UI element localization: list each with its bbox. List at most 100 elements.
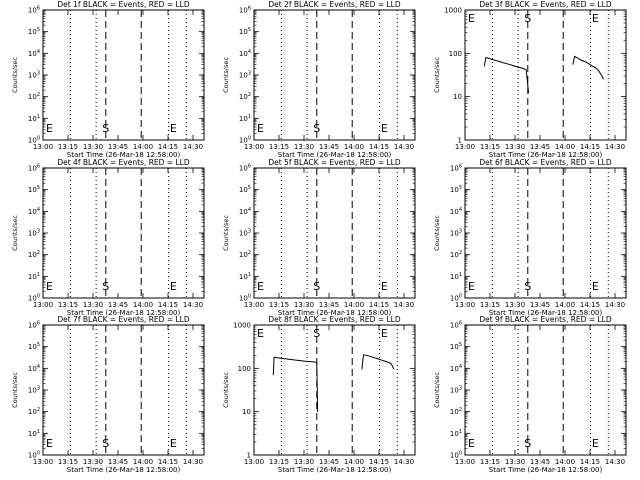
y-tick-label: 101	[28, 114, 40, 123]
x-tick-label: 14:15	[158, 301, 178, 309]
y-tick-exponent: 3	[459, 386, 462, 392]
x-tick-label: 13:00	[455, 458, 475, 466]
y-tick-label: 105	[28, 342, 40, 351]
end-marker-label: E	[381, 280, 388, 293]
detector-panel-9: Det 9f BLACK = Events, RED = LLD10010110…	[433, 315, 627, 474]
y-axis-label: Counts/sec	[222, 57, 230, 93]
y-tick-exponent: 4	[248, 207, 251, 213]
end-marker-label: E	[592, 12, 599, 25]
x-tick-label: 14:30	[605, 301, 625, 309]
left-edge-marker-label: E	[468, 12, 475, 25]
x-tick-label: 13:00	[244, 458, 264, 466]
y-tick-label: 100	[238, 365, 251, 373]
left-edge-marker-label: E	[46, 280, 53, 293]
x-axis-label: Start Time (26-Mar-18 12:58:00)	[67, 309, 181, 317]
x-tick-label: 13:45	[108, 301, 128, 309]
end-marker-label: E	[170, 280, 177, 293]
plot-frame	[42, 9, 205, 141]
detector-panel-6: Det 6f BLACK = Events, RED = LLD10010110…	[433, 158, 627, 317]
x-tick-label: 14:00	[133, 301, 153, 309]
y-tick-label: 102	[239, 250, 251, 259]
y-tick-label: 105	[450, 185, 462, 194]
y-tick-exponent: 3	[37, 229, 40, 235]
x-tick-label: 13:30	[83, 458, 103, 466]
y-axis-label: Counts/sec	[433, 372, 441, 408]
y-tick-exponent: 4	[37, 49, 40, 55]
y-tick-label: 106	[28, 321, 40, 330]
panel-title: Det 3f BLACK = Events, RED = LLD	[479, 0, 612, 9]
x-tick-label: 13:30	[294, 143, 314, 151]
x-tick-label: 14:00	[344, 458, 364, 466]
x-tick-label: 13:45	[319, 143, 339, 151]
y-tick-exponent: 2	[37, 92, 40, 98]
y-axis-label: Counts/sec	[222, 372, 230, 408]
y-tick-exponent: 1	[459, 429, 462, 435]
start-marker-label: S	[524, 12, 531, 25]
x-tick-label: 14:30	[605, 143, 625, 151]
x-tick-label: 13:15	[58, 143, 78, 151]
y-tick-exponent: 1	[37, 272, 40, 278]
x-tick-label: 13:15	[269, 143, 289, 151]
y-tick-label: 10	[453, 93, 462, 101]
x-axis-label: Start Time (26-Mar-18 12:58:00)	[489, 151, 603, 159]
plot-frame	[464, 167, 627, 299]
event-rate-line	[483, 56, 530, 94]
y-tick-exponent: 2	[248, 250, 251, 256]
y-tick-label: 103	[450, 386, 462, 395]
x-tick-label: 13:45	[319, 301, 339, 309]
y-tick-exponent: 2	[459, 407, 462, 413]
x-tick-label: 13:30	[505, 143, 525, 151]
panel-title: Det 9f BLACK = Events, RED = LLD	[479, 315, 612, 324]
x-tick-label: 13:15	[269, 301, 289, 309]
start-marker-label: S	[102, 122, 109, 135]
y-tick-label: 104	[450, 207, 462, 216]
x-tick-label: 14:15	[158, 458, 178, 466]
x-axis-label: Start Time (26-Mar-18 12:58:00)	[489, 466, 603, 474]
plot-frame	[464, 324, 627, 456]
y-tick-exponent: 6	[37, 6, 40, 12]
x-tick-label: 14:30	[605, 458, 625, 466]
y-tick-exponent: 3	[37, 386, 40, 392]
detector-panel-4: Det 4f BLACK = Events, RED = LLD10010110…	[11, 158, 205, 317]
y-tick-exponent: 4	[459, 364, 462, 370]
y-tick-exponent: 3	[248, 229, 251, 235]
x-tick-label: 14:15	[580, 301, 600, 309]
x-axis-label: Start Time (26-Mar-18 12:58:00)	[489, 309, 603, 317]
x-tick-label: 13:15	[480, 458, 500, 466]
y-tick-label: 102	[28, 92, 40, 101]
start-marker-label: S	[102, 437, 109, 450]
y-tick-exponent: 0	[37, 136, 40, 142]
end-marker-label: E	[381, 122, 388, 135]
end-marker-label: E	[381, 327, 388, 340]
y-tick-label: 105	[28, 27, 40, 36]
event-rate-line	[272, 356, 319, 412]
y-tick-exponent: 0	[37, 451, 40, 457]
y-tick-label: 103	[239, 229, 251, 238]
x-tick-label: 13:30	[505, 301, 525, 309]
detector-panel-5: Det 5f BLACK = Events, RED = LLD10010110…	[222, 158, 416, 317]
plot-frame	[42, 324, 205, 456]
left-edge-marker-label: E	[257, 122, 264, 135]
y-tick-exponent: 1	[459, 272, 462, 278]
y-tick-exponent: 1	[248, 272, 251, 278]
y-tick-label: 103	[28, 386, 40, 395]
y-axis-label: Counts/sec	[11, 57, 19, 93]
x-tick-label: 13:45	[530, 301, 550, 309]
x-tick-label: 13:15	[269, 458, 289, 466]
y-tick-exponent: 2	[459, 250, 462, 256]
y-tick-label: 105	[239, 27, 251, 36]
y-tick-label: 105	[239, 185, 251, 194]
x-tick-label: 14:00	[344, 301, 364, 309]
x-tick-label: 14:15	[580, 458, 600, 466]
y-tick-label: 106	[450, 321, 462, 330]
x-tick-label: 13:15	[480, 301, 500, 309]
y-tick-label: 101	[450, 429, 462, 438]
y-tick-label: 100	[449, 50, 462, 58]
y-tick-exponent: 4	[37, 364, 40, 370]
left-edge-marker-label: E	[468, 437, 475, 450]
y-tick-label: 103	[28, 229, 40, 238]
x-axis-label: Start Time (26-Mar-18 12:58:00)	[278, 466, 392, 474]
x-tick-label: 13:45	[530, 458, 550, 466]
start-marker-label: S	[524, 437, 531, 450]
